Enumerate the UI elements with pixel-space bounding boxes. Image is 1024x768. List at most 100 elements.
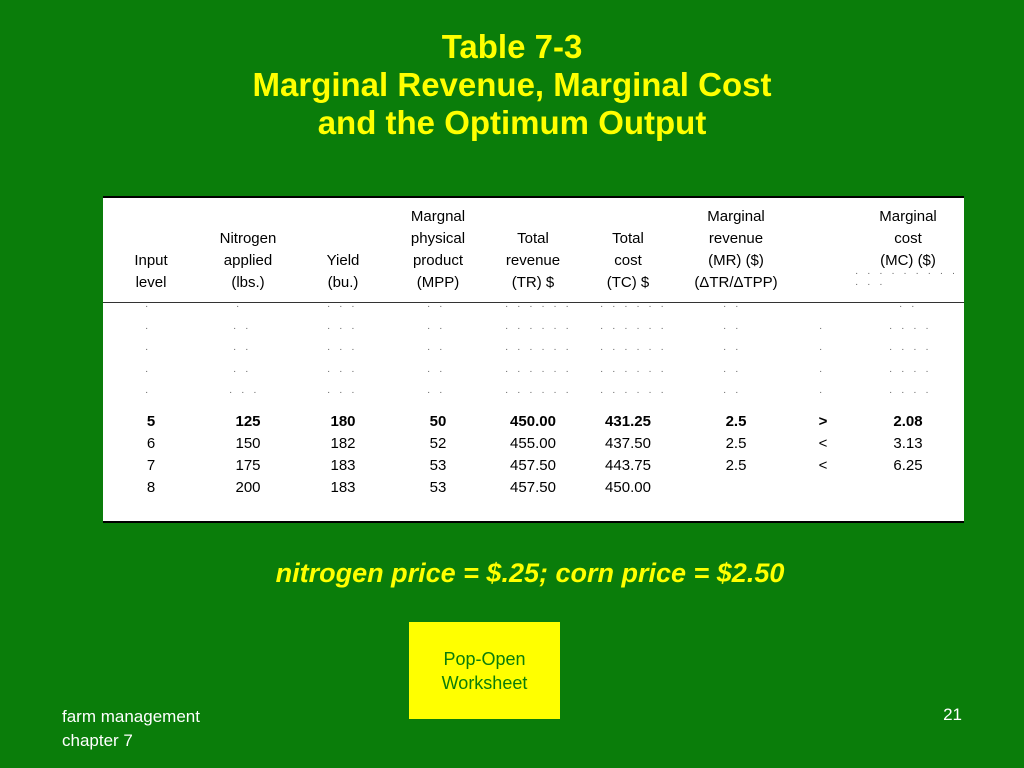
cell-marginal-revenue: 2.5 bbox=[725, 457, 747, 474]
dot-row: · · · · · · bbox=[505, 366, 572, 377]
cell-marginal-revenue: 2.5 bbox=[725, 435, 747, 452]
cell-input-level: 7 bbox=[146, 457, 156, 474]
dot-row: · · · bbox=[327, 387, 358, 398]
dot-row: · · bbox=[233, 323, 252, 334]
dot-row: · · · bbox=[327, 344, 358, 355]
cell-input-level: 5 bbox=[146, 413, 156, 430]
header-dots: · · · · · · · · · · · · bbox=[855, 268, 959, 290]
title-line-3: and the Optimum Output bbox=[317, 104, 707, 141]
dot-row: · · bbox=[427, 323, 446, 334]
page-number: 21 bbox=[943, 705, 962, 724]
data-table: Input level Nitrogen applied (lbs.) Yiel… bbox=[103, 196, 964, 523]
dot-row: · · bbox=[427, 301, 446, 312]
cell-comparison: < bbox=[818, 457, 828, 474]
header-total-cost: Total cost (TC) $ bbox=[606, 230, 650, 291]
footer-course: farm management bbox=[62, 707, 200, 726]
dot-row: · · bbox=[233, 344, 252, 355]
cell-mpp: 52 bbox=[429, 435, 447, 452]
dot-row: · · bbox=[427, 387, 446, 398]
header-yield: Yield (bu.) bbox=[326, 252, 360, 291]
dot-row: · bbox=[819, 344, 826, 355]
cell-nitrogen: 150 bbox=[235, 435, 261, 452]
dot-row: · · · · · · bbox=[600, 366, 667, 377]
dot-row: · · · · bbox=[889, 323, 932, 334]
dot-row: · · · · bbox=[889, 344, 932, 355]
cell-total-cost: 443.75 bbox=[605, 457, 651, 474]
cell-total-revenue: 457.50 bbox=[510, 457, 556, 474]
dot-row: · · · · bbox=[889, 366, 932, 377]
dot-row: · · bbox=[723, 366, 742, 377]
cell-total-revenue: 457.50 bbox=[510, 479, 556, 496]
table-header: Input level Nitrogen applied (lbs.) Yiel… bbox=[103, 198, 964, 303]
dot-row: · · · · · · bbox=[600, 323, 667, 334]
dot-row: · bbox=[819, 366, 826, 377]
cell-marginal-revenue: 2.5 bbox=[725, 413, 747, 430]
dot-row: · · bbox=[723, 387, 742, 398]
dot-row: · · · · · · bbox=[505, 344, 572, 355]
dot-row: · · · bbox=[229, 387, 260, 398]
price-note: nitrogen price = $.25; corn price = $2.5… bbox=[275, 558, 785, 588]
title-line-2: Marginal Revenue, Marginal Cost bbox=[252, 66, 772, 103]
cell-total-cost: 431.25 bbox=[605, 413, 651, 430]
cell-total-revenue: 450.00 bbox=[510, 413, 556, 430]
pop-open-worksheet-button[interactable]: Pop-Open Worksheet bbox=[409, 622, 560, 719]
footer: farm management chapter 7 bbox=[62, 705, 200, 753]
dot-row: · · · bbox=[327, 323, 358, 334]
dot-row: · bbox=[145, 344, 152, 355]
dot-row: · · · · · · bbox=[505, 323, 572, 334]
header-nitrogen-applied: Nitrogen applied (lbs.) bbox=[219, 230, 277, 291]
header-input-level: Input level bbox=[134, 252, 168, 291]
cell-nitrogen: 200 bbox=[235, 479, 261, 496]
cell-comparison: < bbox=[818, 435, 828, 452]
dot-row: · bbox=[145, 301, 152, 312]
cell-total-cost: 437.50 bbox=[605, 435, 651, 452]
cell-mpp: 53 bbox=[429, 457, 447, 474]
dot-row: · bbox=[145, 387, 152, 398]
cell-mpp: 50 bbox=[429, 413, 447, 430]
header-marginal-revenue: Marginal revenue (MR) ($) (ΔTR/ΔTPP) bbox=[694, 208, 778, 291]
dot-row: · bbox=[145, 323, 152, 334]
cell-nitrogen: 125 bbox=[235, 413, 261, 430]
dot-row: · bbox=[145, 366, 152, 377]
dot-row: · · · · · · bbox=[505, 301, 572, 312]
header-total-revenue: Total revenue (TR) $ bbox=[505, 230, 561, 291]
table-row: 7 175 183 53 457.50 443.75 2.5 < 6.25 bbox=[103, 455, 964, 477]
cell-marginal-cost: 2.08 bbox=[893, 413, 923, 430]
cell-yield: 182 bbox=[330, 435, 356, 452]
dot-row: · bbox=[819, 323, 826, 334]
cell-yield: 183 bbox=[330, 457, 356, 474]
dot-row: · bbox=[819, 387, 826, 398]
dot-row: · · bbox=[723, 323, 742, 334]
cell-yield: 183 bbox=[330, 479, 356, 496]
cell-input-level: 6 bbox=[146, 435, 156, 452]
header-marginal-cost: Marginal cost (MC) ($) bbox=[879, 208, 937, 269]
cell-total-revenue: 455.00 bbox=[510, 435, 556, 452]
slide-title: Table 7-3 Marginal Revenue, Marginal Cos… bbox=[0, 28, 1024, 142]
title-line-1: Table 7-3 bbox=[441, 28, 583, 65]
table-row: 8 200 183 53 457.50 450.00 bbox=[103, 477, 964, 499]
dot-row: · · bbox=[233, 366, 252, 377]
dot-row: · · bbox=[899, 301, 918, 312]
cell-comparison: > bbox=[818, 413, 828, 430]
header-mpp: Margnal physical product (MPP) bbox=[410, 208, 466, 291]
cell-marginal-cost: 6.25 bbox=[893, 457, 923, 474]
table-row: 6 150 182 52 455.00 437.50 2.5 < 3.13 bbox=[103, 433, 964, 455]
dot-row: · · · · · · bbox=[505, 387, 572, 398]
table-row: 5 125 180 50 450.00 431.25 2.5 > 2.08 bbox=[103, 411, 964, 433]
dot-row: · · · · · · bbox=[600, 301, 667, 312]
dot-row: · · · · · · bbox=[600, 387, 667, 398]
cell-nitrogen: 175 bbox=[235, 457, 261, 474]
cell-total-cost: 450.00 bbox=[605, 479, 651, 496]
dot-row: · · · · · · bbox=[600, 344, 667, 355]
dot-row: · · bbox=[723, 344, 742, 355]
dot-row: · · bbox=[427, 344, 446, 355]
dot-row: · · bbox=[723, 301, 742, 312]
dot-row: · · · bbox=[327, 301, 358, 312]
dot-row: · bbox=[236, 301, 243, 312]
cell-input-level: 8 bbox=[146, 479, 156, 496]
cell-yield: 180 bbox=[330, 413, 356, 430]
footer-chapter: chapter 7 bbox=[62, 731, 133, 750]
dot-row: · · · bbox=[327, 366, 358, 377]
dot-row: · · · · bbox=[889, 387, 932, 398]
dot-row: · · bbox=[427, 366, 446, 377]
